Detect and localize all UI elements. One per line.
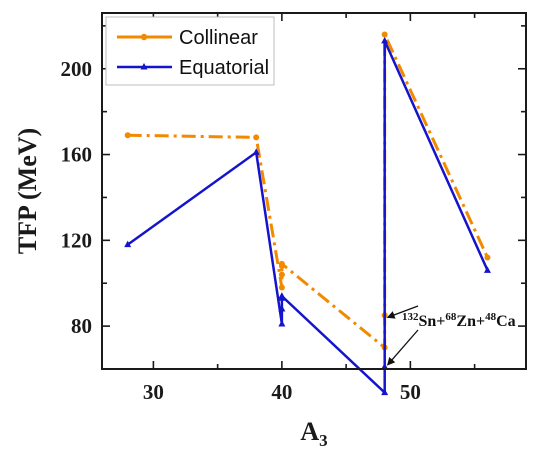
data-point-equatorial — [252, 148, 260, 155]
series-layer — [124, 31, 491, 396]
legend-box — [105, 16, 275, 86]
data-point-equatorial — [381, 362, 389, 370]
legend-item-collinear: Collinear — [117, 27, 258, 49]
annotation-sup-1: 132 — [402, 311, 419, 323]
x-tick-label: 50 — [400, 380, 421, 404]
data-point-equatorial — [278, 292, 286, 299]
y-tick-label: 80 — [71, 314, 92, 338]
legend-item-equatorial: Equatorial — [117, 57, 269, 79]
annotation-arrow — [387, 329, 419, 366]
legend-label-collinear: Collinear — [179, 27, 258, 49]
axis-ticks: 30 40 50 80 120 160 200 — [61, 13, 526, 404]
x-axis-title-subscript: 3 — [319, 431, 328, 450]
data-point-equatorial — [124, 240, 132, 248]
y-tick-label: 160 — [61, 143, 93, 167]
data-point-collinear — [484, 254, 491, 261]
annotation-text-1: Sn+ — [419, 313, 446, 330]
annotation-arrow — [386, 305, 419, 319]
annotation-sup-2: 68 — [445, 311, 457, 323]
data-point-collinear — [253, 134, 260, 141]
legend-label-equatorial: Equatorial — [179, 57, 269, 79]
data-point-collinear — [278, 284, 285, 291]
annotation: 132Sn+68Zn+48Ca — [386, 305, 516, 366]
legend-marker-collinear — [140, 33, 148, 41]
x-tick-label: 40 — [271, 380, 292, 404]
annotation-text-3: Ca — [496, 313, 516, 330]
plot-frame — [101, 12, 527, 370]
legend: Collinear Equatorial — [105, 16, 275, 86]
annotation-text-2: Zn+ — [456, 313, 485, 330]
x-axis-title-main: A — [300, 417, 319, 446]
y-tick-label: 120 — [61, 228, 93, 252]
legend-marker-equatorial — [140, 63, 148, 70]
data-point-collinear — [381, 31, 388, 38]
data-point-collinear — [278, 271, 285, 278]
data-point-collinear — [278, 260, 285, 267]
data-point-equatorial — [381, 388, 389, 396]
data-point-equatorial — [483, 266, 491, 273]
data-point-equatorial — [381, 36, 389, 44]
annotation-label: 132Sn+68Zn+48Ca — [402, 311, 516, 330]
data-point-collinear — [124, 132, 131, 139]
x-tick-label: 30 — [143, 380, 164, 404]
annotation-sup-3: 48 — [485, 311, 497, 323]
x-axis-title: A3 — [300, 417, 327, 450]
y-tick-label: 200 — [61, 57, 93, 81]
annotation-arrows — [386, 305, 419, 366]
data-point-equatorial — [278, 304, 286, 312]
data-point-equatorial — [278, 319, 286, 327]
y-axis-title: TFP (MeV) — [13, 128, 42, 254]
